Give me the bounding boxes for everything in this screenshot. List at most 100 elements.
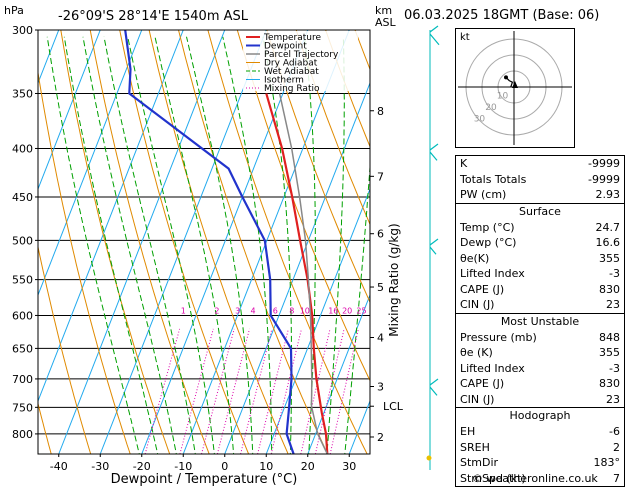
mixing-ratio-label: 6 [273,306,278,315]
y-tick-label: 650 [12,342,33,355]
indices-panel: K -9999 Totals Totals -9999 PW (cm) 2.93 Surf… [455,155,625,487]
x-tick-label: -20 [133,460,151,473]
surface-label: Dewp (°C) [460,236,517,249]
hodo-row: StmDir 183° [456,455,624,471]
isotherm-line [182,30,350,454]
mixing-ratio-label: 10 [300,306,310,315]
surface-row: θe(K) 355 [456,251,624,267]
index-value: 2.93 [595,188,621,201]
indices-rows: K -9999 Totals Totals -9999 PW (cm) 2.93 [456,156,624,203]
mixing-ratio-line [329,328,359,454]
legend-entry: Wet Adiabat [264,67,319,77]
x-tick-label: 10 [259,460,273,473]
hodograph-unit-label: kt [460,32,470,43]
x-tick-label: 30 [342,460,356,473]
unstable-row: Pressure (mb) 848 [456,330,624,346]
unstable-value: 848 [599,330,620,344]
unstable-value: 355 [599,346,620,359]
km-tick-label: 6 [377,228,384,241]
y-tick-label: 350 [12,87,33,100]
dry-adiabat-line [266,30,370,304]
surface-value: 355 [599,251,620,265]
mixing-ratio-line [300,328,331,454]
isotherm-line [265,187,370,454]
series-line-dewpoint [124,30,295,454]
hpa-label: hPa [4,4,24,17]
surface-value: 23 [606,298,620,311]
index-row: Totals Totals -9999 [456,172,624,188]
plot-frame [37,29,371,455]
mixing-ratio-axis-title: Mixing Ratio (g/kg) [387,223,401,336]
x-tick-label: -30 [91,460,109,473]
hodo-value: 2 [613,440,620,454]
hodograph-trace [505,76,514,88]
unstable-value: 830 [599,377,620,390]
legend-entry: Temperature [263,33,321,43]
x-axis-title: Dewpoint / Temperature (°C) [111,472,298,486]
x-tick-label: -40 [50,460,68,473]
series-line-parcel-trajectory [278,93,328,454]
km-label: km [375,4,392,17]
wet-adiabat-line [154,36,235,454]
surface-row: Temp (°C) 24.7 [456,220,624,236]
mixing-ratio-line [270,328,302,454]
unstable-value: -3 [609,361,620,375]
y-tick-label: 550 [12,274,33,287]
legend-entry: Dewpoint [264,42,307,52]
mixing-ratio-line [240,328,273,454]
dry-adiabat-line [119,30,250,454]
hodograph-panel: kt 10 20 30 [455,28,575,148]
dry-adiabat-line [38,244,92,454]
dry-adiabat-line [60,30,171,454]
isotherm-line [99,30,267,454]
unstable-label: CIN (J) [460,392,495,406]
isotherm-line [38,30,101,191]
isotherm-line [141,30,309,454]
y-tick-label: 600 [12,309,33,322]
copyright-footer: © weatheronline.co.uk [472,472,598,485]
storm-motion-marker [512,81,518,88]
legend-entry: Mixing Ratio [264,84,320,94]
dry-adiabat-line [207,30,368,454]
km-tick-label: 7 [377,170,384,183]
surface-label: θe(K) [460,251,490,265]
surface-value: 24.7 [595,220,621,234]
most-unstable-rows: Pressure (mb) 848 θe (K) 355 Lifted Index -3 C… [456,330,624,408]
datetime-title: 06.03.2025 18GMT (Base: 06) [404,8,600,23]
mixing-ratio-label: 16 [328,306,338,315]
index-value: -9999 [588,172,620,186]
surface-label: CAPE (J) [460,282,505,296]
hodo-row: StmSpd (kt) 7 [456,471,624,487]
mixing-ratio-label: 3 [235,306,240,315]
index-value: -9999 [588,157,620,170]
surface-row: CAPE (J) 830 [456,282,624,298]
hodo-value: -6 [609,425,620,438]
surface-row: Lifted Index -3 [456,266,624,282]
most-unstable-title: Most Unstable [500,314,580,328]
wind-barb [429,378,439,396]
hodo-value: 183° [593,456,621,469]
mixing-ratio-label: 2 [214,306,219,315]
wind-barb [429,238,439,255]
hodograph-end-point [504,75,508,80]
surface-row: CIN (J) 23 [456,297,624,313]
y-tick-label: 800 [12,428,33,441]
wet-adiabat-line [46,36,140,454]
hodo-label: SREH [460,440,490,454]
legend-background [243,31,358,91]
wet-adiabat-line [127,36,215,454]
mixing-ratio-line [201,328,235,454]
wind-profile [426,25,440,470]
y-tick-label: 400 [12,142,33,155]
surface-label: CIN (J) [460,298,495,311]
index-label: Totals Totals [460,172,527,186]
dry-adiabat-line [325,30,370,148]
x-tick-label: -10 [174,460,192,473]
mixing-ratio-label: 1 [181,306,186,315]
isotherm-line [224,81,370,454]
km-tick-label: 4 [377,331,384,344]
